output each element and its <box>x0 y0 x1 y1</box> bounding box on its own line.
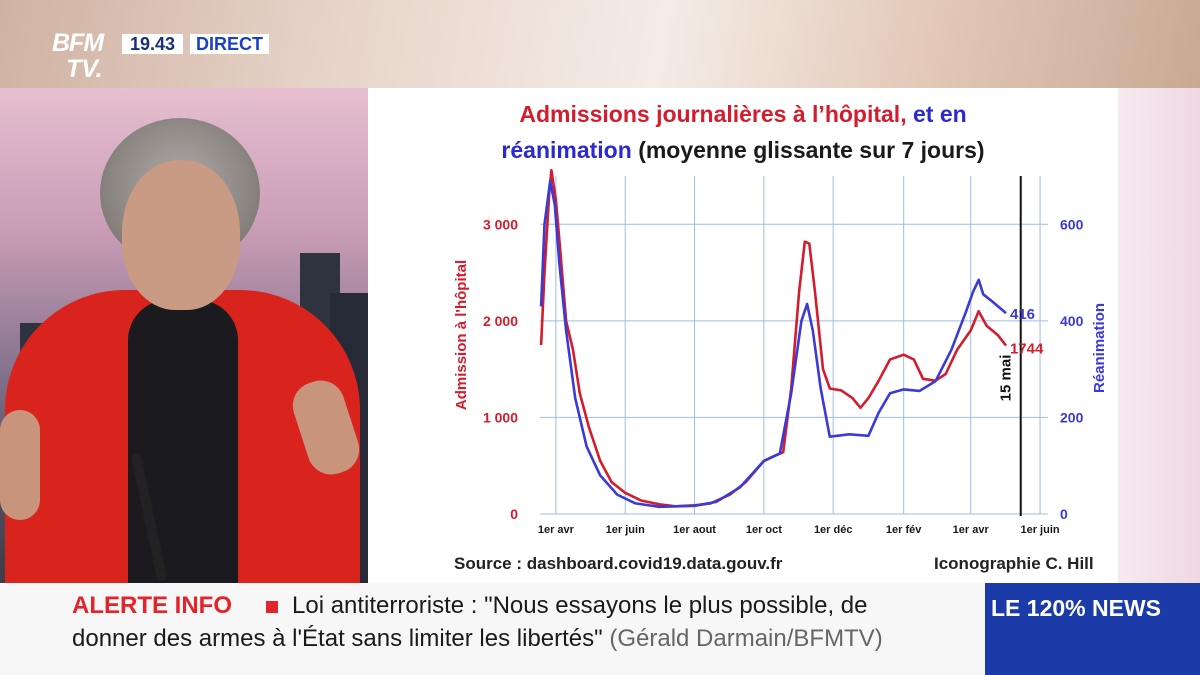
title-admissions: Admissions journalières à l’hôpital, <box>519 101 907 127</box>
news-ticker: ALERTE INFO Loi antiterroriste : "Nous e… <box>0 583 985 675</box>
x-tick-label: 1er oct <box>746 524 782 536</box>
x-tick-label: 1er avr <box>538 524 575 536</box>
x-tick-label: 1er déc <box>814 524 853 536</box>
ticker-headline-line2-text: donner des armes à l'État sans limiter l… <box>72 625 603 652</box>
y-tick-label-left: 3 000 <box>483 216 518 232</box>
series-end-label: 416 <box>1010 306 1035 323</box>
y-tick-label-right: 200 <box>1060 409 1084 425</box>
title-and: et en <box>912 101 967 127</box>
guest-hand-left <box>0 410 40 520</box>
title-reanimation: réanimation <box>501 137 632 163</box>
title-average: (moyenne glissante sur 7 jours) <box>638 137 985 163</box>
guest-face <box>122 160 240 310</box>
series-end-label: 1744 <box>1010 341 1044 358</box>
marker-label: 15 mai <box>998 355 1015 402</box>
ticker-headline-line1: Loi antiterroriste : "Nous essayons le p… <box>292 592 868 619</box>
y-axis-label-right: Réanimation <box>1091 303 1108 393</box>
x-tick-label: 1er aout <box>673 524 716 536</box>
alert-label: ALERTE INFO <box>72 592 232 619</box>
guest-shirt <box>128 300 238 585</box>
x-tick-label: 1er juin <box>606 524 645 536</box>
ticker-credit: (Gérald Darmain/BFMTV) <box>609 625 883 652</box>
x-tick-label: 1er fév <box>886 524 922 536</box>
ticker-headline-line2: donner des armes à l'État sans limiter l… <box>72 625 883 653</box>
y-tick-label-left: 1 000 <box>483 409 518 425</box>
chart-panel: Admissions journalières à l’hôpital, et … <box>368 88 1118 583</box>
clock-badge: 19.43 <box>122 33 184 54</box>
logo-text-top: BFM <box>52 29 104 57</box>
x-tick-label: 1er avr <box>953 524 990 536</box>
y-tick-label-left: 2 000 <box>483 313 518 329</box>
line-chart: 1er avr 1er juin 1er aout 1er oct 1er déc 1er… <box>453 168 1108 536</box>
bfmtv-logo: BFM TV. <box>52 30 114 86</box>
chart-source: Source : dashboard.covid19.data.gouv.fr <box>454 554 783 573</box>
y-axis-label-left: Admission à l'hôpital <box>453 260 470 410</box>
series-line-reanimation <box>539 179 1007 509</box>
y-tick-label-right: 0 <box>1060 506 1068 522</box>
y-tick-label-right: 600 <box>1060 216 1084 232</box>
y-tick-label-right: 400 <box>1060 313 1084 329</box>
news-channel-badge: LE 120% NEWS <box>985 583 1200 675</box>
clock-time: 19.43 <box>130 33 176 54</box>
chart-credit: Iconographie C. Hill <box>934 554 1094 573</box>
studio-edge <box>1118 88 1200 583</box>
y-tick-label-left: 0 <box>510 506 518 522</box>
chart-title: Admissions journalières à l’hôpital, et … <box>368 96 1118 168</box>
x-tick-label: 1er juin <box>1020 524 1059 536</box>
live-badge: DIRECT <box>190 34 269 54</box>
alert-square-icon <box>266 601 278 613</box>
logo-text-bottom: TV. <box>66 55 103 83</box>
news-channel-label: LE 120% NEWS <box>991 595 1161 621</box>
